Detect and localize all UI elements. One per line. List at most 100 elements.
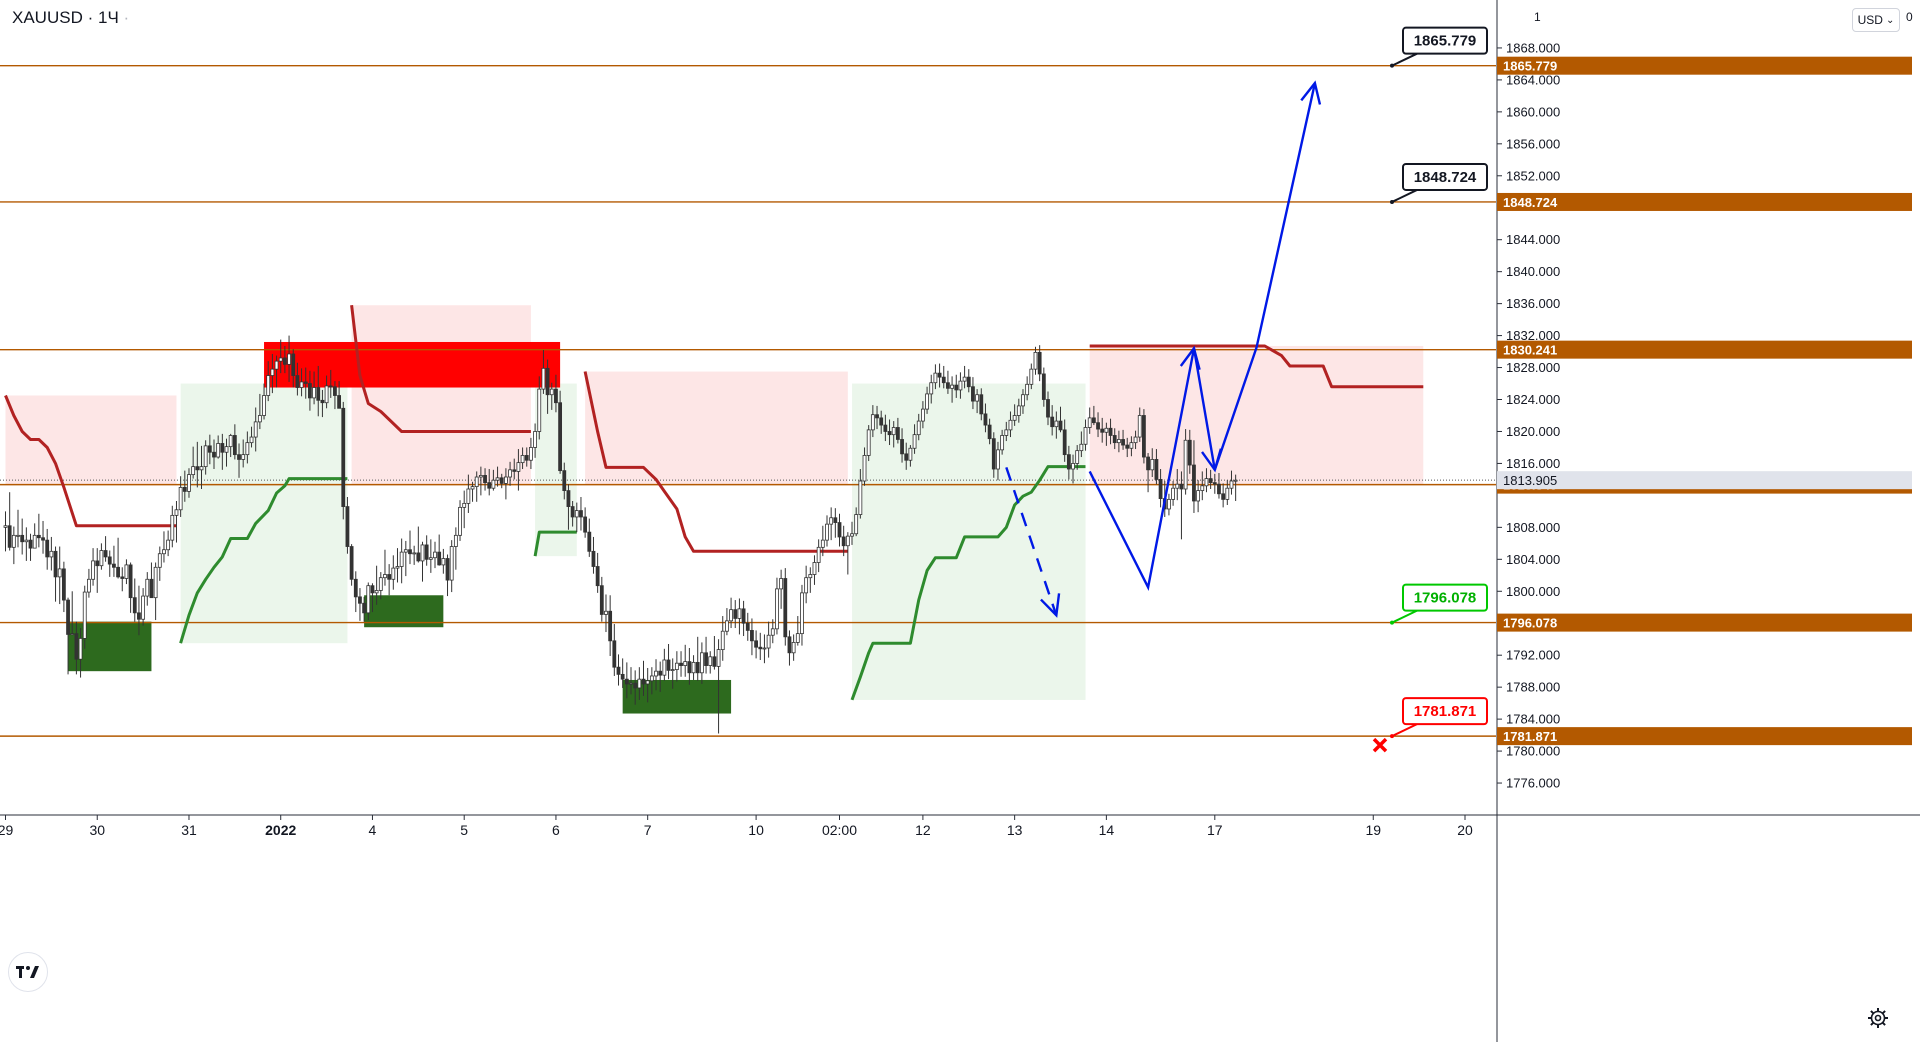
callout-box-4 bbox=[1402, 583, 1488, 612]
candle-body-140 bbox=[587, 531, 592, 552]
candle-body-73 bbox=[308, 383, 312, 399]
projection-drawing[interactable] bbox=[1005, 80, 1322, 618]
symbol-title[interactable]: XAUUSD · 1Ч · bbox=[12, 8, 129, 28]
candle-body-72 bbox=[303, 381, 308, 384]
candle-body-220 bbox=[921, 408, 925, 422]
candle-body-216 bbox=[904, 453, 909, 461]
candle-body-117 bbox=[491, 479, 496, 489]
candle-body-198 bbox=[829, 517, 834, 525]
candle-body-83 bbox=[349, 546, 354, 580]
candle-body-22 bbox=[95, 560, 100, 567]
candle-body-113 bbox=[474, 476, 479, 488]
candle-body-122 bbox=[512, 469, 517, 472]
candle-body-261 bbox=[1091, 417, 1096, 424]
candle-body-176 bbox=[737, 608, 742, 619]
candle-body-16 bbox=[70, 633, 75, 636]
candle-body-121 bbox=[508, 469, 512, 478]
x-tick-label-12: 14 bbox=[1099, 822, 1115, 838]
symbol-name: XAUUSD bbox=[12, 8, 83, 27]
y-tick-label-7: 1836.000 bbox=[1506, 296, 1560, 311]
candle-body-186 bbox=[779, 578, 784, 590]
candle-body-172 bbox=[720, 630, 725, 651]
candle-body-293 bbox=[1225, 487, 1230, 500]
candle-body-275 bbox=[1150, 459, 1155, 471]
candle-body-106 bbox=[445, 558, 450, 581]
level-label-0: 1865.779 bbox=[1503, 59, 1557, 74]
candle-body-181 bbox=[758, 646, 763, 650]
candle-body-188 bbox=[787, 636, 792, 654]
x-tick-label-11: 13 bbox=[1007, 822, 1023, 838]
candle-body-15 bbox=[66, 599, 70, 635]
candle-body-12 bbox=[53, 550, 58, 578]
candle-body-230 bbox=[962, 376, 967, 382]
candle-body-137 bbox=[574, 510, 579, 518]
supertrend-down-2 bbox=[583, 371, 848, 553]
x-tick-label-7: 7 bbox=[644, 822, 652, 838]
x-tick-label-14: 19 bbox=[1365, 822, 1381, 838]
tradingview-logo-icon[interactable] bbox=[8, 952, 48, 992]
candle-body-211 bbox=[883, 424, 888, 432]
candle-body-96 bbox=[403, 549, 408, 553]
level-label-bg-4 bbox=[1497, 613, 1912, 632]
candle-body-271 bbox=[1133, 436, 1138, 444]
candle-body-128 bbox=[537, 388, 542, 432]
candle-body-195 bbox=[816, 546, 821, 563]
candle-body-144 bbox=[604, 610, 608, 615]
candle-body-55 bbox=[232, 435, 237, 456]
candle-body-2 bbox=[11, 534, 16, 548]
candle-body-247 bbox=[1033, 351, 1038, 370]
level-callouts: 1865.779 1848.724 1796.078 1781.871 bbox=[1372, 26, 1488, 753]
candle-body-69 bbox=[291, 353, 296, 376]
candle-body-253 bbox=[1058, 420, 1063, 431]
candle-body-147 bbox=[616, 666, 621, 675]
candle-body-124 bbox=[520, 455, 525, 464]
candle-body-86 bbox=[362, 602, 367, 614]
gear-icon[interactable] bbox=[1866, 1006, 1890, 1030]
candle-body-193 bbox=[808, 574, 813, 579]
x-tick-label-2: 31 bbox=[181, 822, 197, 838]
candle-body-259 bbox=[1083, 427, 1088, 445]
supertrend-up-2 bbox=[850, 465, 1086, 701]
last-price-label: 1813.905 bbox=[1503, 473, 1557, 488]
candle-body-160 bbox=[670, 669, 675, 671]
candle-body-139 bbox=[583, 516, 588, 533]
candle-body-256 bbox=[1071, 463, 1075, 470]
candle-body-104 bbox=[437, 551, 442, 566]
x-tick-label-8: 10 bbox=[748, 822, 764, 838]
candle-body-136 bbox=[570, 506, 575, 518]
supertrend-down-3 bbox=[1089, 344, 1424, 389]
candle-body-228 bbox=[954, 384, 959, 391]
candle-body-76 bbox=[320, 399, 325, 404]
candle-body-153 bbox=[641, 678, 646, 685]
callout-leader-1 bbox=[1391, 189, 1418, 203]
candle-body-237 bbox=[991, 438, 996, 470]
currency-selector[interactable]: USD ⌄ bbox=[1852, 8, 1900, 32]
candle-body-204 bbox=[854, 514, 859, 535]
candle-body-283 bbox=[1183, 439, 1188, 490]
candle-body-151 bbox=[633, 682, 638, 689]
candle-body-235 bbox=[983, 413, 988, 426]
candle-body-132 bbox=[554, 388, 558, 404]
callout-text-0: 1865.779 bbox=[1414, 33, 1477, 50]
candle-body-168 bbox=[704, 652, 708, 666]
candle-body-133 bbox=[558, 402, 563, 472]
projection-arrow-head-mid bbox=[1179, 345, 1201, 370]
candle-body-142 bbox=[595, 566, 600, 587]
candle-body-1 bbox=[7, 525, 12, 548]
candle-body-242 bbox=[1012, 415, 1017, 421]
candle-body-285 bbox=[1192, 464, 1196, 502]
candle-body-255 bbox=[1066, 454, 1071, 470]
callout-leader-5 bbox=[1391, 723, 1418, 738]
candle-body-189 bbox=[791, 642, 796, 654]
candle-body-165 bbox=[691, 661, 696, 674]
candle-body-207 bbox=[866, 429, 871, 456]
candle-body-146 bbox=[612, 640, 617, 668]
candle-body-59 bbox=[249, 436, 254, 444]
candle-body-112 bbox=[470, 486, 475, 490]
x-tick-label-3: 2022 bbox=[265, 822, 296, 838]
candle-body-175 bbox=[733, 609, 738, 619]
candle-body-135 bbox=[566, 490, 571, 507]
price-levels bbox=[0, 64, 1496, 737]
candle-body-110 bbox=[462, 502, 467, 508]
